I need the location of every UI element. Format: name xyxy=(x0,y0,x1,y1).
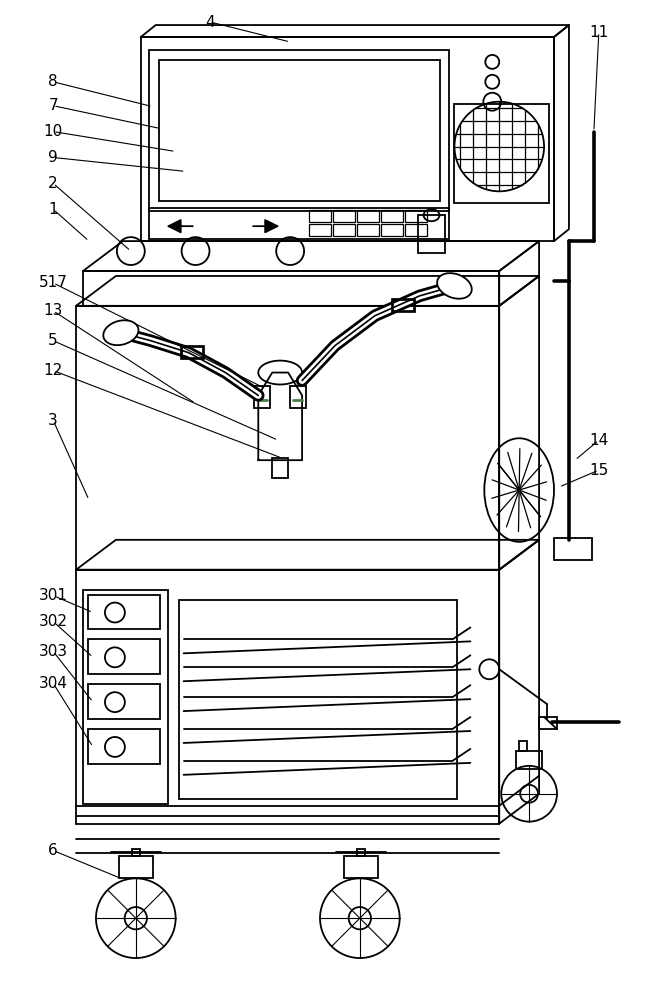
Bar xyxy=(119,856,153,878)
Bar xyxy=(381,210,402,222)
Bar xyxy=(88,684,160,719)
Bar xyxy=(254,386,270,408)
Bar xyxy=(333,224,355,236)
Bar xyxy=(405,210,426,222)
Bar xyxy=(132,849,140,856)
Bar xyxy=(141,37,554,241)
Text: 517: 517 xyxy=(39,275,67,290)
Text: 12: 12 xyxy=(43,363,63,378)
Bar xyxy=(357,210,379,222)
Bar xyxy=(357,224,379,236)
Text: 6: 6 xyxy=(48,843,58,858)
Text: 3: 3 xyxy=(48,413,58,428)
Bar xyxy=(381,224,402,236)
Bar xyxy=(76,306,499,570)
Text: 302: 302 xyxy=(39,614,67,629)
Text: 7: 7 xyxy=(49,98,58,113)
Bar xyxy=(88,729,160,764)
Text: 5: 5 xyxy=(49,333,58,348)
Text: 10: 10 xyxy=(43,124,63,139)
Text: 2: 2 xyxy=(49,176,58,191)
Bar xyxy=(344,856,378,878)
Bar xyxy=(272,458,288,478)
Bar xyxy=(88,639,160,674)
Ellipse shape xyxy=(437,273,472,299)
Text: 301: 301 xyxy=(39,588,67,603)
Text: 15: 15 xyxy=(589,463,609,478)
Bar xyxy=(290,386,306,408)
Text: 304: 304 xyxy=(39,676,67,691)
Text: 9: 9 xyxy=(48,150,58,165)
Bar xyxy=(149,50,450,211)
Bar xyxy=(554,538,592,560)
Bar xyxy=(149,208,450,239)
Bar xyxy=(333,210,355,222)
Bar xyxy=(392,299,413,311)
Bar xyxy=(76,570,499,824)
Bar xyxy=(454,104,549,203)
Bar xyxy=(519,741,527,751)
Bar xyxy=(417,215,445,253)
Text: 11: 11 xyxy=(589,25,609,40)
Text: 8: 8 xyxy=(49,74,58,89)
Bar xyxy=(405,224,426,236)
Bar xyxy=(178,600,458,799)
Text: 13: 13 xyxy=(43,303,63,318)
Bar xyxy=(539,717,557,729)
Bar xyxy=(83,590,167,804)
Text: 1: 1 xyxy=(49,202,58,217)
Bar xyxy=(159,60,439,201)
Bar xyxy=(357,849,365,856)
Text: 4: 4 xyxy=(206,15,215,30)
Bar xyxy=(309,224,331,236)
Bar xyxy=(309,210,331,222)
Text: 14: 14 xyxy=(589,433,609,448)
Bar xyxy=(180,346,202,358)
Bar xyxy=(83,271,499,306)
Text: 303: 303 xyxy=(38,644,67,659)
Bar xyxy=(88,595,160,629)
Bar xyxy=(516,751,542,769)
Ellipse shape xyxy=(103,320,138,345)
